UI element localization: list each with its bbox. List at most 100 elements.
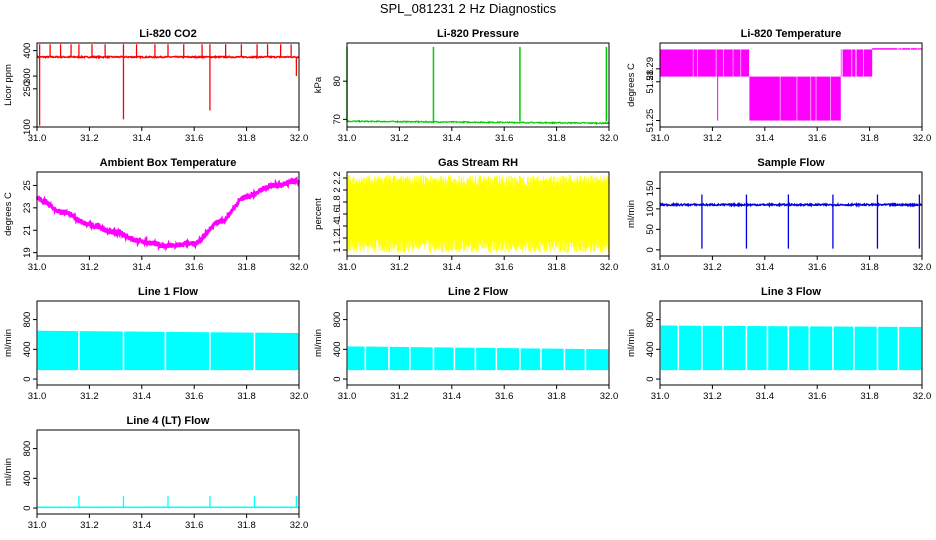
flow-block (660, 325, 678, 371)
plot-frame (36, 429, 300, 515)
flow-block (389, 346, 410, 371)
y-tick-label: 400 (22, 470, 33, 486)
y-axis-label: ml/min (3, 329, 14, 357)
x-tick-label: 32.0 (600, 262, 619, 273)
temperature-band (872, 48, 922, 50)
y-axis-label: Licor ppm (3, 64, 14, 106)
flow-block (702, 325, 723, 371)
x-tick-label: 32.0 (600, 133, 619, 144)
y-axis-label: degrees C (3, 192, 14, 236)
chart-panel-ambient: Ambient Box Temperature degrees C 31.0 31.2… (3, 157, 308, 273)
y-axis-label: ml/min (626, 200, 637, 228)
y-tick-label: 19 (22, 247, 33, 258)
chart-title: Gas Stream RH (438, 157, 518, 169)
y-axis-label: kPa (313, 76, 324, 93)
x-tick-label: 32.0 (290, 520, 309, 531)
y-axis-label: ml/min (313, 329, 324, 357)
x-tick-label: 31.8 (860, 391, 879, 402)
x-tick-label: 31.0 (338, 262, 357, 273)
x-axis: 31.0 31.2 31.4 31.6 31.8 32.0 (338, 127, 619, 144)
y-tick-label: 51.28 (645, 70, 656, 94)
chart-title: Line 4 (LT) Flow (127, 415, 210, 427)
data-series (36, 44, 300, 126)
y-tick-label: 250 (22, 81, 33, 97)
y-tick-label: 800 (22, 441, 33, 457)
flow-block (541, 348, 564, 371)
x-tick-label: 31.4 (133, 262, 152, 273)
data-series (659, 194, 923, 249)
x-tick-label: 31.6 (808, 262, 827, 273)
x-tick-label: 31.6 (495, 391, 514, 402)
flow-block (810, 326, 833, 371)
plot-frame (346, 42, 610, 128)
y-tick-label: 51.25 (645, 109, 656, 133)
flow-block (497, 348, 520, 371)
y-tick-label: 21 (22, 225, 33, 236)
y-tick-label: 150 (645, 180, 656, 196)
y-axis: 0 50 100 150 (645, 180, 660, 253)
x-tick-label: 31.4 (443, 133, 462, 144)
y-tick-label: 1 (332, 247, 343, 252)
flow-block (476, 347, 496, 371)
y-tick-label: 23 (22, 203, 33, 214)
flow-block (833, 326, 854, 371)
y-tick-label: 800 (22, 312, 33, 328)
flow-block (899, 326, 922, 371)
y-tick-label: 1.2 (332, 231, 343, 244)
data-series (660, 325, 922, 371)
y-tick-label: 51.29 (645, 57, 656, 81)
y-axis-label: ml/min (626, 329, 637, 357)
x-tick-label: 31.8 (237, 391, 256, 402)
y-tick-label: 800 (645, 312, 656, 328)
data-series (660, 48, 922, 121)
flow-block (520, 348, 541, 371)
chart-title: Line 1 Flow (138, 286, 198, 298)
y-tick-label: 0 (332, 376, 343, 381)
plot-frame (36, 300, 300, 386)
x-axis: 31.0 31.2 31.4 31.6 31.8 32.0 (28, 127, 308, 144)
y-axis-label: percent (313, 198, 324, 230)
x-axis: 31.0 31.2 31.4 31.6 31.8 32.0 (651, 385, 932, 402)
x-tick-label: 31.4 (133, 520, 152, 531)
x-tick-label: 31.4 (443, 391, 462, 402)
x-tick-label: 31.0 (338, 391, 357, 402)
flow-block (723, 325, 746, 371)
flow-block (255, 332, 299, 371)
plot-frame (346, 300, 610, 386)
chart-panel-line2: Line 2 Flow ml/min 31.0 31.2 31.4 31.6 31.8 32.… (313, 286, 618, 402)
y-tick-label: 100 (22, 119, 33, 135)
y-tick-label: 25 (22, 180, 33, 191)
flow-block (410, 347, 433, 371)
flow-block (366, 346, 389, 371)
flow-block (79, 331, 123, 371)
temperature-band (840, 49, 873, 77)
x-axis: 31.0 31.2 31.4 31.6 31.8 32.0 (338, 385, 619, 402)
plot-frame (659, 171, 923, 257)
flow-block (166, 331, 210, 371)
flow-block (768, 326, 788, 371)
y-axis: 0 400 800 (645, 312, 660, 382)
y-tick-label: 400 (645, 341, 656, 357)
x-tick-label: 31.2 (390, 391, 409, 402)
x-tick-label: 32.0 (913, 391, 932, 402)
x-tick-label: 31.4 (133, 391, 152, 402)
y-tick-label: 2.2 (332, 171, 343, 184)
x-axis: 31.0 31.2 31.4 31.6 31.8 32.0 (651, 256, 931, 273)
x-tick-label: 31.6 (808, 391, 827, 402)
series-line (659, 201, 923, 208)
x-tick-label: 31.0 (28, 520, 47, 531)
flow-block (565, 348, 585, 371)
x-tick-label: 31.2 (703, 133, 722, 144)
plot-frame (36, 171, 300, 257)
flow-block (586, 349, 609, 371)
data-series (346, 175, 610, 253)
y-tick-label: 100 (645, 201, 656, 217)
flow-block (124, 331, 165, 371)
flow-block (679, 325, 702, 371)
x-tick-label: 31.6 (185, 262, 204, 273)
y-tick-label: 0 (645, 247, 656, 252)
x-tick-label: 32.0 (600, 391, 619, 402)
y-tick-label: 1.8 (332, 195, 343, 208)
